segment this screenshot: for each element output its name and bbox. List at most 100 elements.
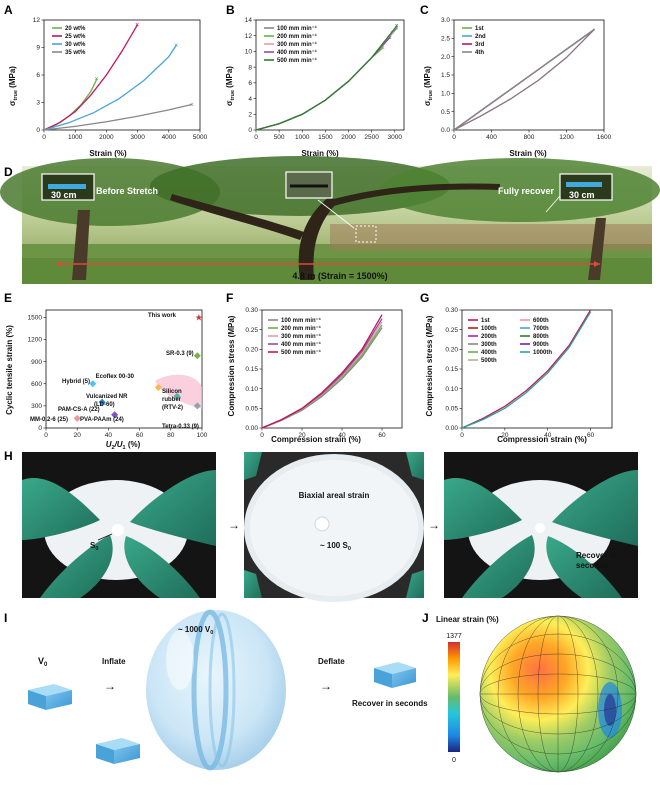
- f-series-100-mm-min-: [261, 327, 383, 429]
- approx-100s0-main: ~ 100 S: [320, 541, 348, 550]
- g-legend-label: 400th: [481, 350, 497, 356]
- inset-pointer: [317, 199, 355, 229]
- a-legend-label: 35 wt%: [65, 50, 86, 56]
- a-legend-label: 25 wt%: [65, 34, 86, 40]
- cube-reference: [96, 738, 140, 764]
- b-ytick-label: 12: [245, 33, 253, 40]
- b-ytick-label: 10: [245, 49, 253, 56]
- f-series-500-mm-min-: [261, 314, 383, 429]
- e-point-vulcanized-nr-ld-60-: [154, 383, 162, 391]
- colorbar-max: 1377: [446, 633, 462, 640]
- ylabel-b-main: σ: [225, 100, 234, 106]
- f-ytick-label: 0.20: [245, 347, 258, 354]
- a-xtick-label: 2000: [99, 134, 114, 141]
- c-unload-curve: [453, 28, 596, 131]
- ylabel-a-main: σ: [8, 100, 17, 106]
- g-ytick-label: 0.10: [445, 386, 458, 393]
- b-ytick-label: 2: [248, 111, 252, 118]
- panel-label-g: G: [420, 291, 429, 305]
- a-xtick-label: 3000: [130, 134, 145, 141]
- xlabel-e-sub1: 2: [111, 445, 114, 451]
- g-legend-label: 800th: [533, 334, 549, 340]
- g-series-1st: [461, 309, 592, 429]
- e-point-label: MM-0.2-6 (25): [30, 417, 68, 423]
- e-point-this-work: ★: [195, 312, 203, 322]
- e-point-label: This work: [148, 313, 177, 319]
- v0-label: V0: [38, 656, 48, 668]
- e-point-label: Hybrid (5): [62, 379, 90, 385]
- c-xtick-label: 400: [486, 134, 497, 141]
- panel-label-e: E: [4, 291, 12, 305]
- c-ytick-label: 0.0: [441, 127, 450, 134]
- b-plot-frame: [255, 19, 405, 131]
- panel-d: D 30 cm Before Stretch: [0, 156, 660, 284]
- b-ytick-label: 4: [248, 96, 252, 103]
- ylabel-b-sub: true: [230, 90, 236, 100]
- c-ytick-label: 1.5: [441, 72, 450, 79]
- g-xtick-label: 40: [544, 432, 552, 439]
- f-xtick-label: 60: [378, 432, 386, 439]
- a-break-mark: ×: [135, 22, 139, 29]
- e-ytick-label: 0: [38, 425, 42, 432]
- e-point-label: Vulcanized NR: [86, 394, 128, 400]
- xlabel-e: U2/U1 (%): [106, 440, 141, 451]
- panel-label-d: D: [4, 165, 13, 179]
- a-legend-label: 30 wt%: [65, 42, 86, 48]
- b-series-200-mm-min-: [255, 47, 384, 131]
- g-legend-label: 1st: [481, 318, 490, 324]
- approx-100s0-label: ~ 100 S0: [320, 541, 351, 552]
- b-xtick-label: 1500: [318, 134, 333, 141]
- g-xtick-label: 20: [501, 432, 509, 439]
- e-point-label: Tetra-0.33 (9): [162, 424, 199, 430]
- g-legend-label: 500th: [481, 358, 497, 364]
- ylabel-c-sub: true: [428, 90, 434, 100]
- c-ytick-label: 2.0: [441, 54, 450, 61]
- a-series-30-wt-: [43, 44, 178, 131]
- colorbar: [448, 642, 460, 752]
- a-xtick-label: 0: [42, 134, 46, 141]
- c-legend-label: 2nd: [475, 34, 486, 40]
- e-xtick-label: 80: [167, 432, 175, 439]
- deflate-label: Deflate: [318, 657, 345, 666]
- photo-h1-before: S0: [22, 452, 216, 598]
- c-series-4th: [453, 28, 596, 131]
- cube-recovered: [374, 662, 416, 688]
- b-ytick-label: 14: [245, 17, 253, 24]
- panel-label-f: F: [226, 291, 233, 305]
- a-break-mark: ×: [190, 102, 194, 109]
- photo-h3-recovered: Recover in seconds: [444, 452, 638, 598]
- sample-strip-after: [566, 182, 602, 187]
- panel-e: E 0 20 40 60 80 100 0 300 600 900 1200 1500 ★ This wo…: [4, 291, 208, 451]
- a-xtick-label: 5000: [193, 134, 208, 141]
- b-break-mark: ×: [395, 25, 399, 32]
- e-point-label: PVA-PAAm (24): [80, 417, 124, 423]
- panel-label-a: A: [4, 3, 13, 17]
- panel-f: F 0 20 40 60 0.00 0.05 0.10 0.15 0.20 0.25 0.30 100…: [226, 291, 403, 444]
- e-point-label: PAM-CS-A (22): [58, 407, 100, 413]
- ylabel-a: σtrue (MPa): [8, 66, 19, 106]
- f-ytick-label: 0.15: [245, 366, 258, 373]
- e-point-pam-cs-a-22-: [98, 398, 106, 406]
- scale-before: 30 cm: [51, 190, 77, 200]
- v0-sub: 0: [44, 662, 48, 668]
- e-ecoflex-region: [155, 374, 202, 409]
- a-break-mark: ×: [95, 76, 99, 83]
- e-ytick-label: 600: [31, 381, 42, 388]
- b-legend-label: 300 mm min⁻¹: [277, 41, 317, 48]
- panel-label-c: C: [420, 3, 429, 17]
- g-xtick-label: 60: [587, 432, 595, 439]
- panel-label-i: I: [4, 611, 7, 625]
- c-ytick-label: 3.0: [441, 17, 450, 24]
- e-ytick-label: 300: [31, 403, 42, 410]
- ylabel-e: Cyclic tensile strain (%): [5, 325, 14, 415]
- a-ytick-label: 9: [36, 45, 40, 52]
- g-xtick-label: 0: [460, 432, 464, 439]
- c-ytick-label: 0.5: [441, 109, 450, 116]
- s0-main: S: [90, 541, 96, 550]
- b-xtick-label: 1000: [295, 134, 310, 141]
- g-ytick-label: 0.20: [445, 347, 458, 354]
- e-point-sr-0-3-9-: [193, 352, 201, 360]
- sample-strip-before: [48, 184, 86, 189]
- e-point-tetra-0-33-9-: [193, 402, 201, 410]
- photo-h2-stretched: Biaxial areal strain ~ 100 S0: [244, 452, 424, 602]
